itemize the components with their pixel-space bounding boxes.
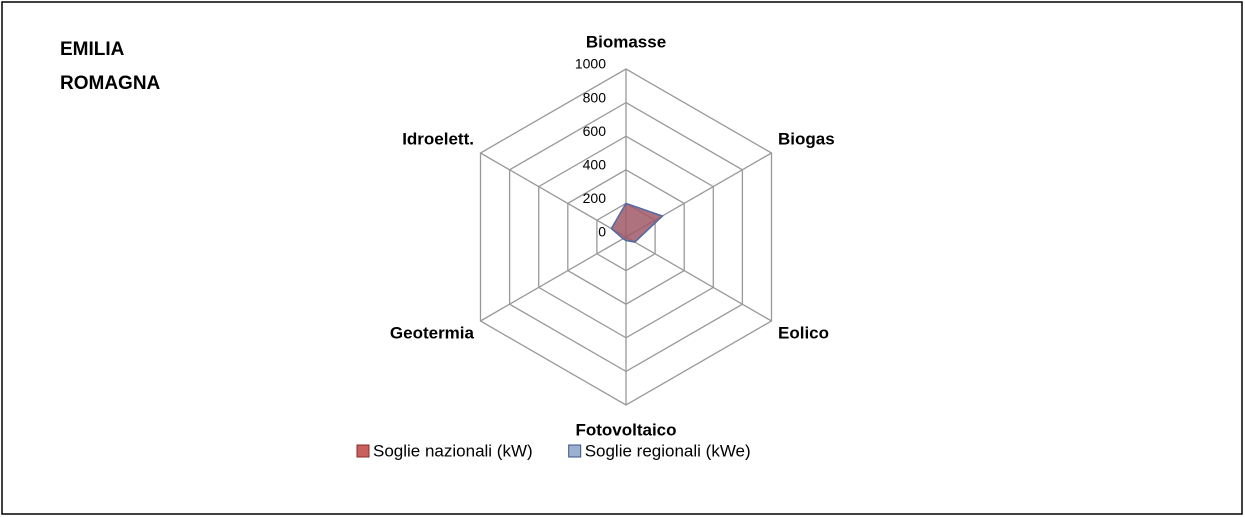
chart-title: EMILIA — [60, 39, 125, 60]
series-area — [610, 202, 664, 243]
legend-swatch — [568, 444, 582, 458]
y-tick-label: 200 — [583, 190, 607, 206]
y-tick-label: 1000 — [575, 56, 606, 72]
category-label: Geotermia — [390, 323, 475, 342]
legend-swatch — [356, 444, 370, 458]
y-tick-label: 400 — [583, 157, 607, 173]
y-tick-label: 800 — [583, 89, 607, 105]
chart-title: ROMAGNA — [60, 73, 161, 94]
category-label: Biogas — [778, 129, 835, 148]
axis-line — [625, 236, 772, 322]
axis-line — [480, 236, 627, 322]
legend-label: Soglie regionali (kWe) — [585, 441, 751, 460]
category-label: Idroelett. — [402, 129, 474, 148]
y-tick-label: 0 — [598, 224, 606, 240]
category-label: Fotovoltaico — [575, 420, 676, 439]
category-label: Eolico — [778, 323, 829, 342]
legend-label: Soglie nazionali (kW) — [373, 441, 533, 460]
y-tick-label: 600 — [583, 123, 607, 139]
axis-line — [480, 152, 627, 238]
category-label: Biomasse — [586, 32, 666, 51]
